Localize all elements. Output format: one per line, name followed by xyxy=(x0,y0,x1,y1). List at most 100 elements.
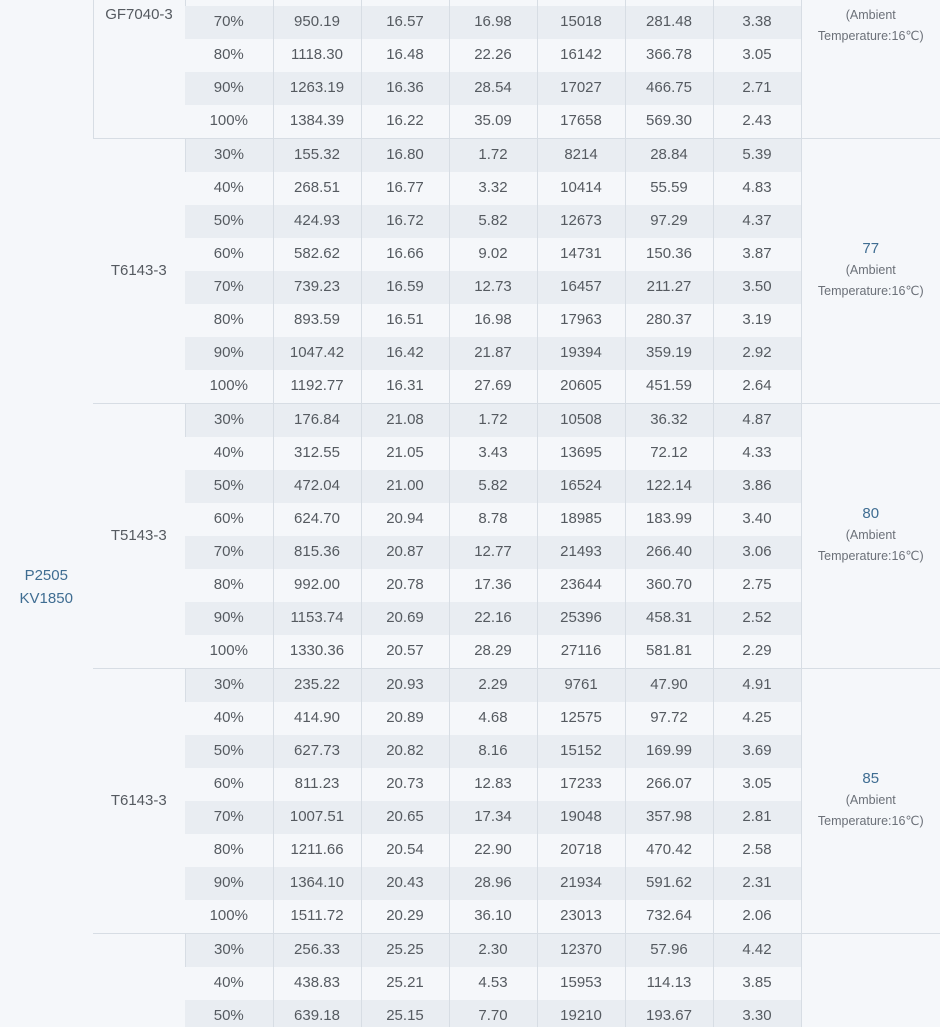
thrust-cell: 414.90 xyxy=(272,702,361,735)
rpm-cell: 17658 xyxy=(536,105,625,139)
rpm-cell: 12370 xyxy=(536,933,625,967)
throttle-cell: 40% xyxy=(185,967,273,1000)
thrust-cell: 627.73 xyxy=(272,735,361,768)
efficiency-cell: 5.39 xyxy=(712,138,801,172)
propeller-name: GF7040-3 xyxy=(105,6,173,23)
thrust-cell: 424.93 xyxy=(272,205,361,238)
voltage-cell: 16.42 xyxy=(360,337,449,370)
rpm-cell: 20718 xyxy=(536,834,625,867)
voltage-cell: 21.08 xyxy=(360,403,449,437)
table-row: 80% 1118.30 16.48 22.26 16142 366.78 3.05 xyxy=(0,39,940,72)
power-cell: 581.81 xyxy=(624,635,713,669)
thrust-cell: 992.00 xyxy=(272,569,361,602)
power-cell: 196.09 xyxy=(624,0,713,6)
throttle-cell: 50% xyxy=(185,205,273,238)
current-cell: 28.96 xyxy=(448,867,537,900)
voltage-cell: 16.31 xyxy=(360,370,449,404)
current-cell: 3.32 xyxy=(448,172,537,205)
rpm-cell: 15152 xyxy=(536,735,625,768)
rpm-cell: 10508 xyxy=(536,403,625,437)
ambient-temperature-note: (Ambient xyxy=(845,793,896,808)
current-cell: 12.83 xyxy=(448,768,537,801)
propeller-cell: T6143-3 xyxy=(93,668,185,934)
thrust-cell: 312.55 xyxy=(272,437,361,470)
voltage-cell: 20.94 xyxy=(360,503,449,536)
thrust-cell: 438.83 xyxy=(272,967,361,1000)
power-cell: 57.96 xyxy=(624,933,713,967)
temperature-cell: (Ambient Temperature:16℃) xyxy=(800,0,940,139)
ambient-temperature-note: (Ambient xyxy=(845,8,896,22)
current-cell: 7.70 xyxy=(448,1000,537,1027)
throttle-cell: 40% xyxy=(185,702,273,735)
efficiency-cell: 2.58 xyxy=(712,834,801,867)
rpm-cell: 13631 xyxy=(536,0,625,6)
thrust-cell: 176.84 xyxy=(272,403,361,437)
table-row: 90% 1047.42 16.42 21.87 19394 359.19 2.92 xyxy=(0,337,940,370)
throttle-cell: 70% xyxy=(185,801,273,834)
table-row: 100% 1384.39 16.22 35.09 17658 569.30 2.43 xyxy=(0,105,940,139)
ambient-temperature-note: (Ambient xyxy=(845,263,896,278)
power-cell: 280.37 xyxy=(624,304,713,337)
temperature-value: 80 xyxy=(862,504,880,522)
current-cell: 5.82 xyxy=(448,205,537,238)
current-cell: 4.68 xyxy=(448,702,537,735)
voltage-cell: 16.72 xyxy=(360,205,449,238)
current-cell: 3.43 xyxy=(448,437,537,470)
efficiency-cell: 2.71 xyxy=(712,72,801,105)
power-cell: 591.62 xyxy=(624,867,713,900)
power-cell: 28.84 xyxy=(624,138,713,172)
rpm-cell: 17233 xyxy=(536,768,625,801)
throttle-cell: 30% xyxy=(184,138,273,172)
ambient-temperature-note: Temperature:16℃) xyxy=(817,283,924,298)
current-cell: 9.02 xyxy=(448,238,537,271)
propeller-cell: T6143-3 xyxy=(93,138,185,404)
efficiency-cell: 2.75 xyxy=(712,569,801,602)
power-cell: 466.75 xyxy=(624,72,713,105)
rpm-cell: 18985 xyxy=(536,503,625,536)
thrust-cell: 1153.74 xyxy=(272,602,361,635)
voltage-cell: 16.80 xyxy=(360,138,449,172)
thrust-cell: 1118.30 xyxy=(272,39,361,72)
throttle-cell: 100% xyxy=(185,105,273,139)
table-row: 100% 1330.36 20.57 28.29 27116 581.81 2.29 xyxy=(0,635,940,669)
voltage-cell: 21.00 xyxy=(360,470,449,503)
voltage-cell: 16.77 xyxy=(360,172,449,205)
throttle-cell: 50% xyxy=(185,470,273,503)
throttle-cell: 40% xyxy=(185,172,273,205)
table-row: 40% 438.83 25.21 4.53 15953 114.13 3.85 xyxy=(0,967,940,1000)
thrust-cell: 235.22 xyxy=(272,668,361,702)
table-row: 30% 256.33 25.25 2.30 12370 57.96 4.42 xyxy=(0,933,940,1027)
voltage-cell: 25.15 xyxy=(360,1000,449,1027)
throttle-cell: 100% xyxy=(185,635,273,669)
table-row: 90% 1364.10 20.43 28.96 21934 591.62 2.31 xyxy=(0,867,940,900)
table-row: 90% 1153.74 20.69 22.16 25396 458.31 2.52 xyxy=(0,602,940,635)
rpm-cell: 21493 xyxy=(536,536,625,569)
voltage-cell: 20.87 xyxy=(360,536,449,569)
power-cell: 193.67 xyxy=(624,1000,713,1027)
throttle-cell: 80% xyxy=(185,834,273,867)
voltage-cell: 20.43 xyxy=(360,867,449,900)
rpm-cell: 17963 xyxy=(536,304,625,337)
current-cell: 17.34 xyxy=(448,801,537,834)
current-cell: 22.90 xyxy=(448,834,537,867)
efficiency-cell: 2.43 xyxy=(712,105,801,139)
rpm-cell: 19394 xyxy=(536,337,625,370)
thrust-cell: 1511.72 xyxy=(272,900,361,934)
table-row: 100% 1192.77 16.31 27.69 20605 451.59 2.64 xyxy=(0,370,940,404)
current-cell: 12.77 xyxy=(448,536,537,569)
temperature-cell xyxy=(800,933,940,1027)
throttle-cell: 90% xyxy=(185,337,273,370)
efficiency-cell: 3.50 xyxy=(712,271,801,304)
current-cell: 8.78 xyxy=(448,503,537,536)
efficiency-cell: 3.30 xyxy=(712,1000,801,1027)
table-row: 80% 1211.66 20.54 22.90 20718 470.42 2.58 xyxy=(0,834,940,867)
throttle-cell: 100% xyxy=(185,900,273,934)
temperature-value: 85 xyxy=(862,769,880,787)
power-cell: 360.70 xyxy=(624,569,713,602)
rpm-cell: 19210 xyxy=(536,1000,625,1027)
current-cell: 2.29 xyxy=(448,668,537,702)
current-cell: 22.26 xyxy=(448,39,537,72)
table-row: 70% 815.36 20.87 12.77 21493 266.40 3.06 xyxy=(0,536,940,569)
table-row: 50% 472.04 21.00 5.82 16524 122.14 3.86 xyxy=(0,470,940,503)
current-cell: 36.10 xyxy=(448,900,537,934)
